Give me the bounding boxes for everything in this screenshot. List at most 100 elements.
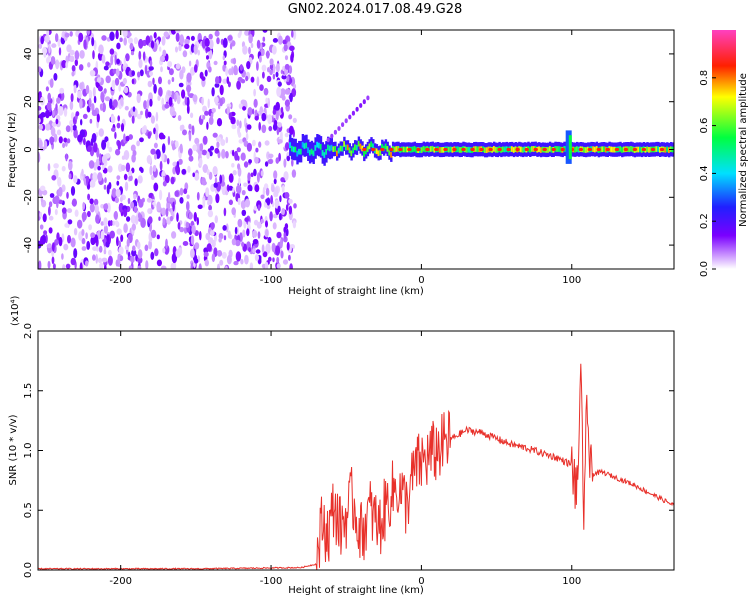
noise-speckle bbox=[93, 40, 97, 51]
noise-speckle bbox=[253, 219, 259, 226]
signal-core bbox=[382, 145, 386, 152]
noise-speckle bbox=[100, 221, 105, 226]
signal-core bbox=[363, 151, 366, 157]
noise-speckle bbox=[73, 228, 78, 236]
noise-speckle bbox=[54, 195, 60, 204]
noise-speckle bbox=[161, 36, 166, 46]
noise-speckle bbox=[55, 103, 58, 111]
noise-speckle bbox=[235, 239, 241, 247]
noise-speckle bbox=[144, 64, 148, 75]
signal-core bbox=[318, 142, 321, 149]
signal-core bbox=[377, 150, 380, 157]
noise-speckle bbox=[156, 201, 161, 212]
noise-speckle bbox=[161, 170, 166, 177]
signal-peak bbox=[623, 147, 629, 152]
noise-speckle bbox=[170, 176, 175, 185]
signal-core bbox=[348, 147, 351, 154]
noise-speckle bbox=[234, 150, 239, 161]
noise-speckle bbox=[61, 60, 67, 69]
noise-speckle bbox=[244, 198, 251, 208]
noise-speckle bbox=[49, 193, 55, 198]
noise-speckle bbox=[188, 60, 192, 67]
noise-speckle bbox=[82, 113, 88, 119]
noise-speckle bbox=[98, 44, 104, 55]
noise-speckle bbox=[97, 172, 103, 182]
colorbar-tick-label: 0.2 bbox=[699, 213, 710, 229]
noise-speckle bbox=[158, 86, 163, 97]
noise-speckle bbox=[201, 76, 206, 81]
noise-speckle bbox=[217, 263, 220, 269]
noise-speckle bbox=[214, 83, 220, 88]
noise-speckle bbox=[284, 55, 289, 61]
noise-speckle bbox=[171, 231, 177, 239]
noise-speckle bbox=[157, 95, 161, 101]
streak-speckle bbox=[348, 114, 352, 120]
noise-speckle bbox=[101, 154, 108, 164]
noise-speckle bbox=[170, 207, 173, 216]
y-tick-label: 40 bbox=[23, 48, 34, 61]
noise-speckle bbox=[137, 265, 142, 269]
noise-speckle bbox=[122, 30, 128, 38]
noise-speckle bbox=[158, 76, 162, 85]
noise-speckle bbox=[241, 241, 245, 248]
noise-speckle bbox=[93, 95, 97, 104]
noise-speckle bbox=[61, 253, 64, 260]
noise-speckle bbox=[191, 224, 196, 234]
noise-speckle bbox=[80, 119, 83, 126]
noise-speckle bbox=[281, 74, 287, 80]
noise-speckle bbox=[81, 237, 86, 245]
signal-core bbox=[610, 146, 613, 153]
noise-speckle bbox=[281, 185, 285, 193]
noise-speckle bbox=[225, 151, 229, 159]
noise-speckle bbox=[254, 184, 260, 193]
signal-core bbox=[332, 146, 335, 152]
colorbar-ticks: 0.0 0.2 0.4 0.6 0.8 bbox=[699, 70, 716, 277]
noise-speckle bbox=[188, 155, 194, 162]
noise-speckle bbox=[57, 176, 62, 187]
noise-speckle bbox=[48, 43, 51, 54]
noise-speckle bbox=[110, 115, 116, 124]
noise-speckle bbox=[73, 84, 77, 94]
noise-speckle bbox=[202, 115, 206, 120]
noise-speckle bbox=[215, 193, 220, 204]
signal-core bbox=[539, 147, 543, 153]
noise-speckle bbox=[85, 260, 89, 267]
noise-speckle bbox=[171, 77, 175, 82]
noise-speckle bbox=[288, 114, 293, 120]
noise-speckle bbox=[92, 87, 96, 97]
noise-speckle bbox=[115, 148, 121, 156]
noise-speckle bbox=[265, 243, 271, 254]
noise-speckle bbox=[108, 182, 112, 190]
signal-peak bbox=[488, 147, 493, 152]
noise-speckle bbox=[258, 121, 262, 131]
noise-speckle bbox=[263, 87, 269, 96]
signal-core bbox=[411, 146, 415, 153]
noise-speckle bbox=[178, 82, 184, 88]
noise-speckle bbox=[223, 235, 227, 241]
noise-speckle bbox=[115, 188, 121, 198]
noise-speckle bbox=[123, 86, 129, 94]
noise-speckle bbox=[156, 259, 162, 267]
noise-speckle bbox=[291, 169, 297, 178]
noise-speckle bbox=[140, 110, 143, 116]
noise-speckle bbox=[202, 164, 209, 173]
noise-speckle bbox=[225, 67, 229, 77]
noise-speckle bbox=[202, 105, 208, 113]
noise-speckle bbox=[211, 253, 216, 263]
signal-core bbox=[612, 146, 615, 153]
noise-speckle bbox=[162, 247, 166, 254]
noise-speckle bbox=[248, 46, 251, 55]
signal-core bbox=[521, 147, 525, 153]
noise-speckle bbox=[248, 159, 253, 164]
noise-speckle bbox=[85, 84, 90, 95]
noise-speckle bbox=[95, 253, 98, 264]
noise-speckle bbox=[272, 63, 276, 74]
noise-speckle bbox=[267, 159, 273, 164]
noise-speckle bbox=[211, 107, 216, 113]
noise-speckle bbox=[114, 54, 117, 66]
noise-speckle bbox=[131, 223, 136, 231]
noise-speckle bbox=[89, 203, 95, 213]
noise-speckle bbox=[134, 215, 139, 225]
noise-speckle bbox=[231, 238, 237, 246]
noise-speckle bbox=[48, 227, 53, 234]
